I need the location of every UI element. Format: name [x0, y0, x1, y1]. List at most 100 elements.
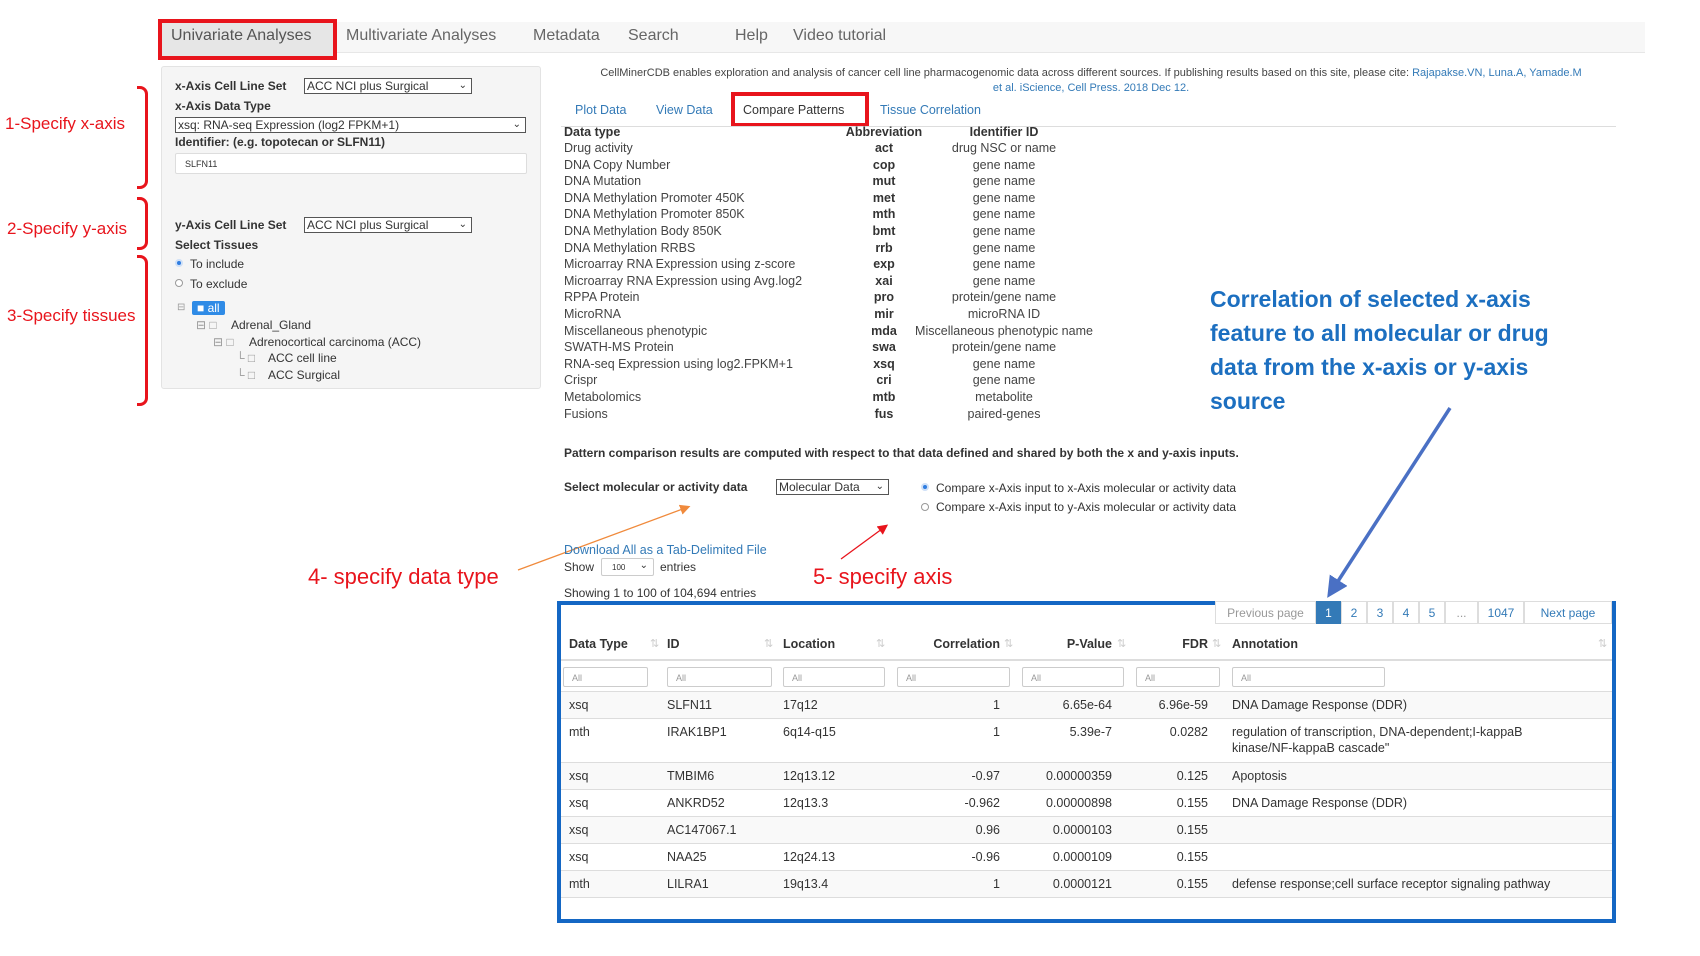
tree-node-acc-surgical[interactable]: ACC Surgical	[268, 368, 341, 382]
page-button[interactable]: 1047	[1478, 601, 1524, 624]
datatype-name: DNA Methylation Body 850K	[564, 224, 722, 238]
datatype-name: Microarray RNA Expression using z-score	[564, 257, 796, 272]
cell-annotation: defense response;cell surface receptor s…	[1232, 877, 1551, 891]
annotation-line: feature to all molecular or drug	[1210, 320, 1549, 346]
datatype-abbrev: swa	[872, 340, 896, 355]
datatype-abbrev: mth	[872, 207, 896, 222]
datatype-abbrev: bmt	[872, 224, 896, 238]
y-cell-select[interactable]: ACC NCI plus Surgical ⌄	[304, 217, 472, 233]
cell-annotation: regulation of transcription, DNA-depende…	[1232, 725, 1523, 739]
page-button[interactable]: 2	[1341, 601, 1367, 624]
compare-x-radio[interactable]	[921, 483, 929, 491]
tree-node-acc[interactable]: Adrenocortical carcinoma (ACC)	[249, 335, 422, 349]
tree-node-acc-cell-line[interactable]: ACC cell line	[268, 351, 337, 365]
tissues-label: Select Tissues	[175, 238, 259, 252]
datatype-row: DNA Mutation mut gene name	[564, 174, 1124, 191]
entries-select[interactable]: 100 ⌄	[601, 558, 654, 576]
cell-data-type: xsq	[569, 796, 589, 810]
sort-icon[interactable]: ⇅	[650, 638, 660, 650]
datatype-abbrev: act	[874, 141, 894, 155]
filter-input-annotation[interactable]: All	[1232, 667, 1385, 687]
chevron-down-icon: ⌄	[458, 80, 467, 91]
nav-multivariate[interactable]: Multivariate Analyses	[346, 27, 497, 44]
previous-page-button[interactable]: Previous page	[1215, 601, 1316, 624]
molecular-data-select[interactable]: Molecular Data ⌄	[776, 479, 889, 495]
cell-location: 17q12	[783, 698, 818, 712]
tab-plot-data[interactable]: Plot Data	[575, 103, 627, 117]
sort-icon[interactable]: ⇅	[1598, 638, 1608, 650]
entries-value: 100	[612, 563, 626, 572]
filter-input-location[interactable]: All	[783, 667, 885, 687]
datatype-row: RNA-seq Expression using log2.FPKM+1 xsq g…	[564, 357, 1124, 374]
column-header-id[interactable]: ID	[667, 637, 680, 651]
exclude-label: To exclude	[190, 277, 248, 291]
column-header-fdr[interactable]: FDR	[1182, 637, 1208, 651]
datatype-identifier: Miscellaneous phenotypic name	[915, 323, 1093, 338]
filter-input-data-type[interactable]: All	[563, 667, 648, 687]
citation-link-2[interactable]: et al. iScience, Cell Press. 2018 Dec 12…	[992, 82, 1190, 94]
collapse-icon[interactable]: ⊟	[177, 302, 186, 313]
page-button[interactable]: 1	[1316, 601, 1341, 624]
arrow-axis	[840, 524, 889, 560]
download-link[interactable]: Download All as a Tab-Delimited File	[564, 543, 767, 557]
filter-input-p-value[interactable]: All	[1022, 667, 1124, 687]
datatype-identifier: metabolite	[975, 390, 1033, 404]
tab-view-data[interactable]: View Data	[656, 103, 713, 117]
nav-search[interactable]: Search	[628, 27, 679, 44]
datatype-identifier: gene name	[972, 190, 1036, 205]
cell-p-value: 0.00000898	[1045, 796, 1112, 810]
tab-compare-patterns[interactable]: Compare Patterns	[743, 103, 845, 117]
nav-metadata[interactable]: Metadata	[533, 27, 600, 44]
collapse-icon[interactable]: ⊟ □	[213, 335, 234, 349]
cell-location: 19q13.4	[783, 877, 829, 891]
collapse-icon[interactable]: ⊟ □	[196, 318, 217, 332]
tree-node-adrenal[interactable]: Adrenal_Gland	[231, 318, 312, 332]
exclude-radio[interactable]	[175, 279, 183, 287]
x-type-select[interactable]: xsq: RNA-seq Expression (log2 FPKM+1) ⌄	[175, 117, 526, 133]
sort-icon[interactable]: ⇅	[1212, 638, 1222, 650]
sort-icon[interactable]: ⇅	[1004, 638, 1014, 650]
cell-fdr: 0.155	[1176, 850, 1208, 864]
cell-annotation: DNA Damage Response (DDR)	[1232, 698, 1408, 712]
sort-icon[interactable]: ⇅	[1117, 638, 1127, 650]
filter-input-fdr[interactable]: All	[1136, 667, 1220, 687]
x-cell-select[interactable]: ACC NCI plus Surgical ⌄	[304, 78, 472, 94]
citation-link[interactable]: Rajapakse.VN, Luna.A, Yamade.M	[1412, 67, 1582, 79]
page-button[interactable]: ...	[1445, 601, 1478, 624]
include-radio[interactable]	[175, 259, 183, 267]
annotation-specify-x: 1-Specify x-axis	[5, 114, 125, 133]
nav-help[interactable]: Help	[735, 27, 768, 44]
datatype-row: SWATH-MS Protein swa protein/gene name	[564, 340, 1124, 357]
cell-location: 12q13.3	[783, 796, 829, 810]
cell-annotation: Apoptosis	[1232, 769, 1287, 783]
compare-y-radio[interactable]	[921, 503, 929, 511]
cell-id: ANKRD52	[667, 796, 725, 810]
filter-input-correlation[interactable]: All	[897, 667, 1010, 687]
filter-input-id[interactable]: All	[667, 667, 772, 687]
page-button[interactable]: 5	[1419, 601, 1445, 624]
cell-id: TMBIM6	[667, 769, 715, 783]
column-header-correlation[interactable]: Correlation	[933, 637, 1000, 651]
sort-icon[interactable]: ⇅	[764, 638, 774, 650]
cell-data-type: mth	[569, 725, 590, 739]
sort-icon[interactable]: ⇅	[876, 638, 886, 650]
column-header-p-value[interactable]: P-Value	[1066, 637, 1112, 651]
column-header-data-type[interactable]: Data Type	[569, 637, 628, 651]
next-page-button[interactable]: Next page	[1524, 601, 1612, 624]
y-cell-value: ACC NCI plus Surgical	[307, 218, 429, 232]
folder-icon: └ □	[236, 351, 256, 365]
column-header-location[interactable]: Location	[783, 637, 836, 651]
datatype-name: DNA Mutation	[564, 174, 642, 189]
nav-video-tutorial[interactable]: Video tutorial	[793, 27, 887, 44]
identifier-input[interactable]: SLFN11	[175, 153, 527, 174]
page-button[interactable]: 4	[1393, 601, 1419, 624]
page-button[interactable]: 3	[1367, 601, 1393, 624]
column-header-annotation[interactable]: Annotation	[1232, 637, 1298, 651]
tab-tissue-correlation[interactable]: Tissue Correlation	[880, 103, 981, 117]
nav-univariate[interactable]: Univariate Analyses	[171, 27, 312, 44]
tree-node-all[interactable]: ■ all	[192, 301, 225, 315]
cell-correlation: 1	[993, 725, 1000, 739]
x-cell-value: ACC NCI plus Surgical	[307, 79, 429, 93]
datatype-abbrev: rrb	[875, 240, 893, 255]
